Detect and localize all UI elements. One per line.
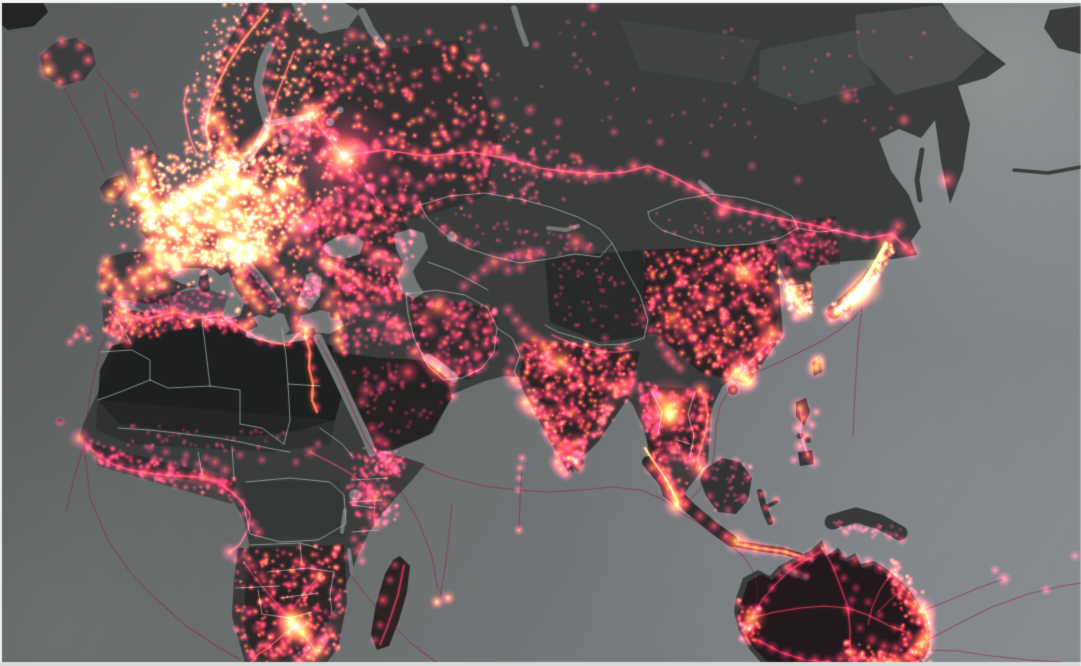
global-activity-heatmap — [0, 0, 1081, 666]
heatmap-map-canvas[interactable] — [0, 0, 1081, 666]
